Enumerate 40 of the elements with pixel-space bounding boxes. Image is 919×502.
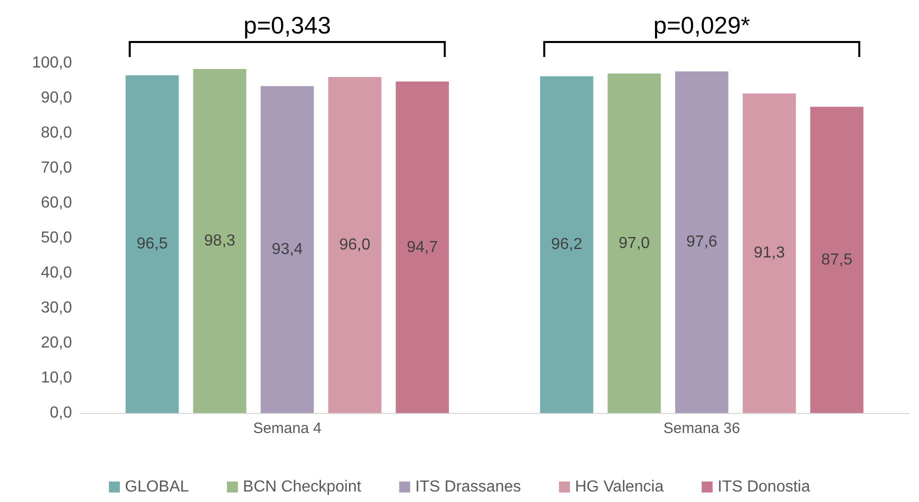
bar (742, 93, 796, 413)
bar (608, 74, 661, 413)
y-tick-label: 90,0 (40, 90, 72, 106)
data-label: 91,3 (754, 244, 785, 262)
legend-label: ITS Donostia (718, 478, 810, 496)
bar (260, 86, 314, 413)
bar (328, 77, 382, 413)
y-tick-label: 60,0 (40, 194, 72, 212)
y-tick-label: 40,0 (40, 264, 72, 282)
data-label: 97,0 (618, 234, 650, 252)
bar (126, 75, 179, 413)
data-label: 96,0 (339, 236, 370, 254)
data-label: 87,5 (821, 251, 852, 268)
y-tick-label: 50,0 (40, 230, 72, 246)
bar (193, 68, 246, 413)
legend-label: BCN Checkpoint (242, 478, 362, 496)
bar (540, 76, 594, 413)
legend-label: GLOBAL (124, 478, 190, 496)
bar (810, 106, 864, 413)
y-tick-label: 20,0 (40, 334, 72, 352)
text: p=0,029* (653, 12, 750, 40)
legend-label: ITS Drassanes (415, 478, 521, 496)
data-label: 93,4 (272, 241, 303, 258)
data-label: 94,7 (406, 238, 438, 256)
y-tick-label: 0,0 (50, 404, 72, 422)
text: p=0,343 (244, 12, 331, 40)
data-label: 98,3 (204, 232, 236, 250)
data-label: 97,6 (686, 234, 718, 251)
data-label: 96,5 (136, 236, 168, 253)
x-tick-label: Semana 36 (663, 420, 740, 437)
y-tick-label: 30,0 (40, 300, 72, 316)
y-tick-label: 80,0 (40, 124, 72, 142)
y-tick-label: 100,0 (32, 54, 72, 72)
legend-label: HG Valencia (575, 478, 664, 496)
y-tick-label: 10,0 (40, 370, 72, 386)
x-tick-label: Semana 4 (253, 420, 322, 437)
y-tick-label: 70,0 (40, 160, 72, 176)
data-label: 96,2 (551, 236, 582, 254)
bar (396, 82, 449, 413)
bar (675, 71, 728, 413)
